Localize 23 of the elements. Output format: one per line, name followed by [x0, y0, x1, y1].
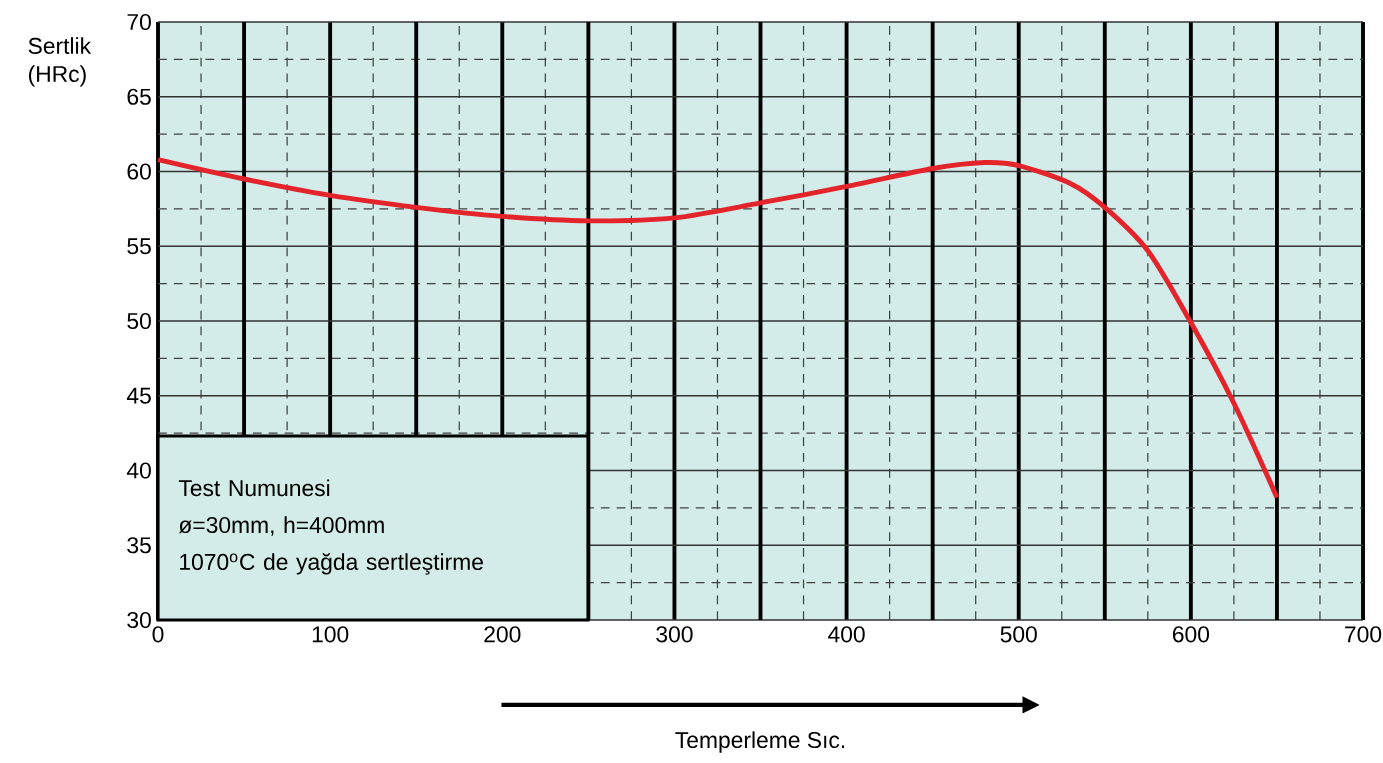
- x-tick-label: 700: [1345, 626, 1382, 643]
- x-tick-label: 100: [312, 626, 349, 643]
- annotation: 1070$^{o}$C de yağda sertleştirme: [180, 552, 483, 575]
- y-tick-label: 50: [127, 312, 151, 330]
- x-tick-label: 200: [484, 626, 521, 643]
- annotation: ø=30mm, h=400mm: [178, 516, 384, 536]
- y-tick-label: 55: [127, 238, 151, 255]
- annotation: Test Numunesi: [178, 479, 330, 497]
- x-tick-label: 400: [828, 626, 865, 643]
- y-tick-label: 45: [126, 387, 151, 404]
- x-tick-label: 600: [1172, 626, 1210, 643]
- y-tick-label: 70: [127, 13, 151, 31]
- y-tick-label: 60: [127, 163, 151, 180]
- y-tick-label: 30: [127, 611, 151, 629]
- x-tick-label: 500: [1000, 626, 1037, 643]
- x-tick-label: 0: [152, 626, 164, 643]
- y-tick-label: 35: [127, 537, 151, 554]
- x-tick-label: 300: [656, 626, 693, 643]
- y-tick-label: 40: [126, 462, 151, 479]
- y-axis-title: Sertlik (HRc): [28, 37, 92, 87]
- x-axis-title: Temperleme Sıc.: [675, 731, 845, 753]
- y-tick-label: 65: [127, 88, 151, 105]
- line-series: [155, 157, 1280, 500]
